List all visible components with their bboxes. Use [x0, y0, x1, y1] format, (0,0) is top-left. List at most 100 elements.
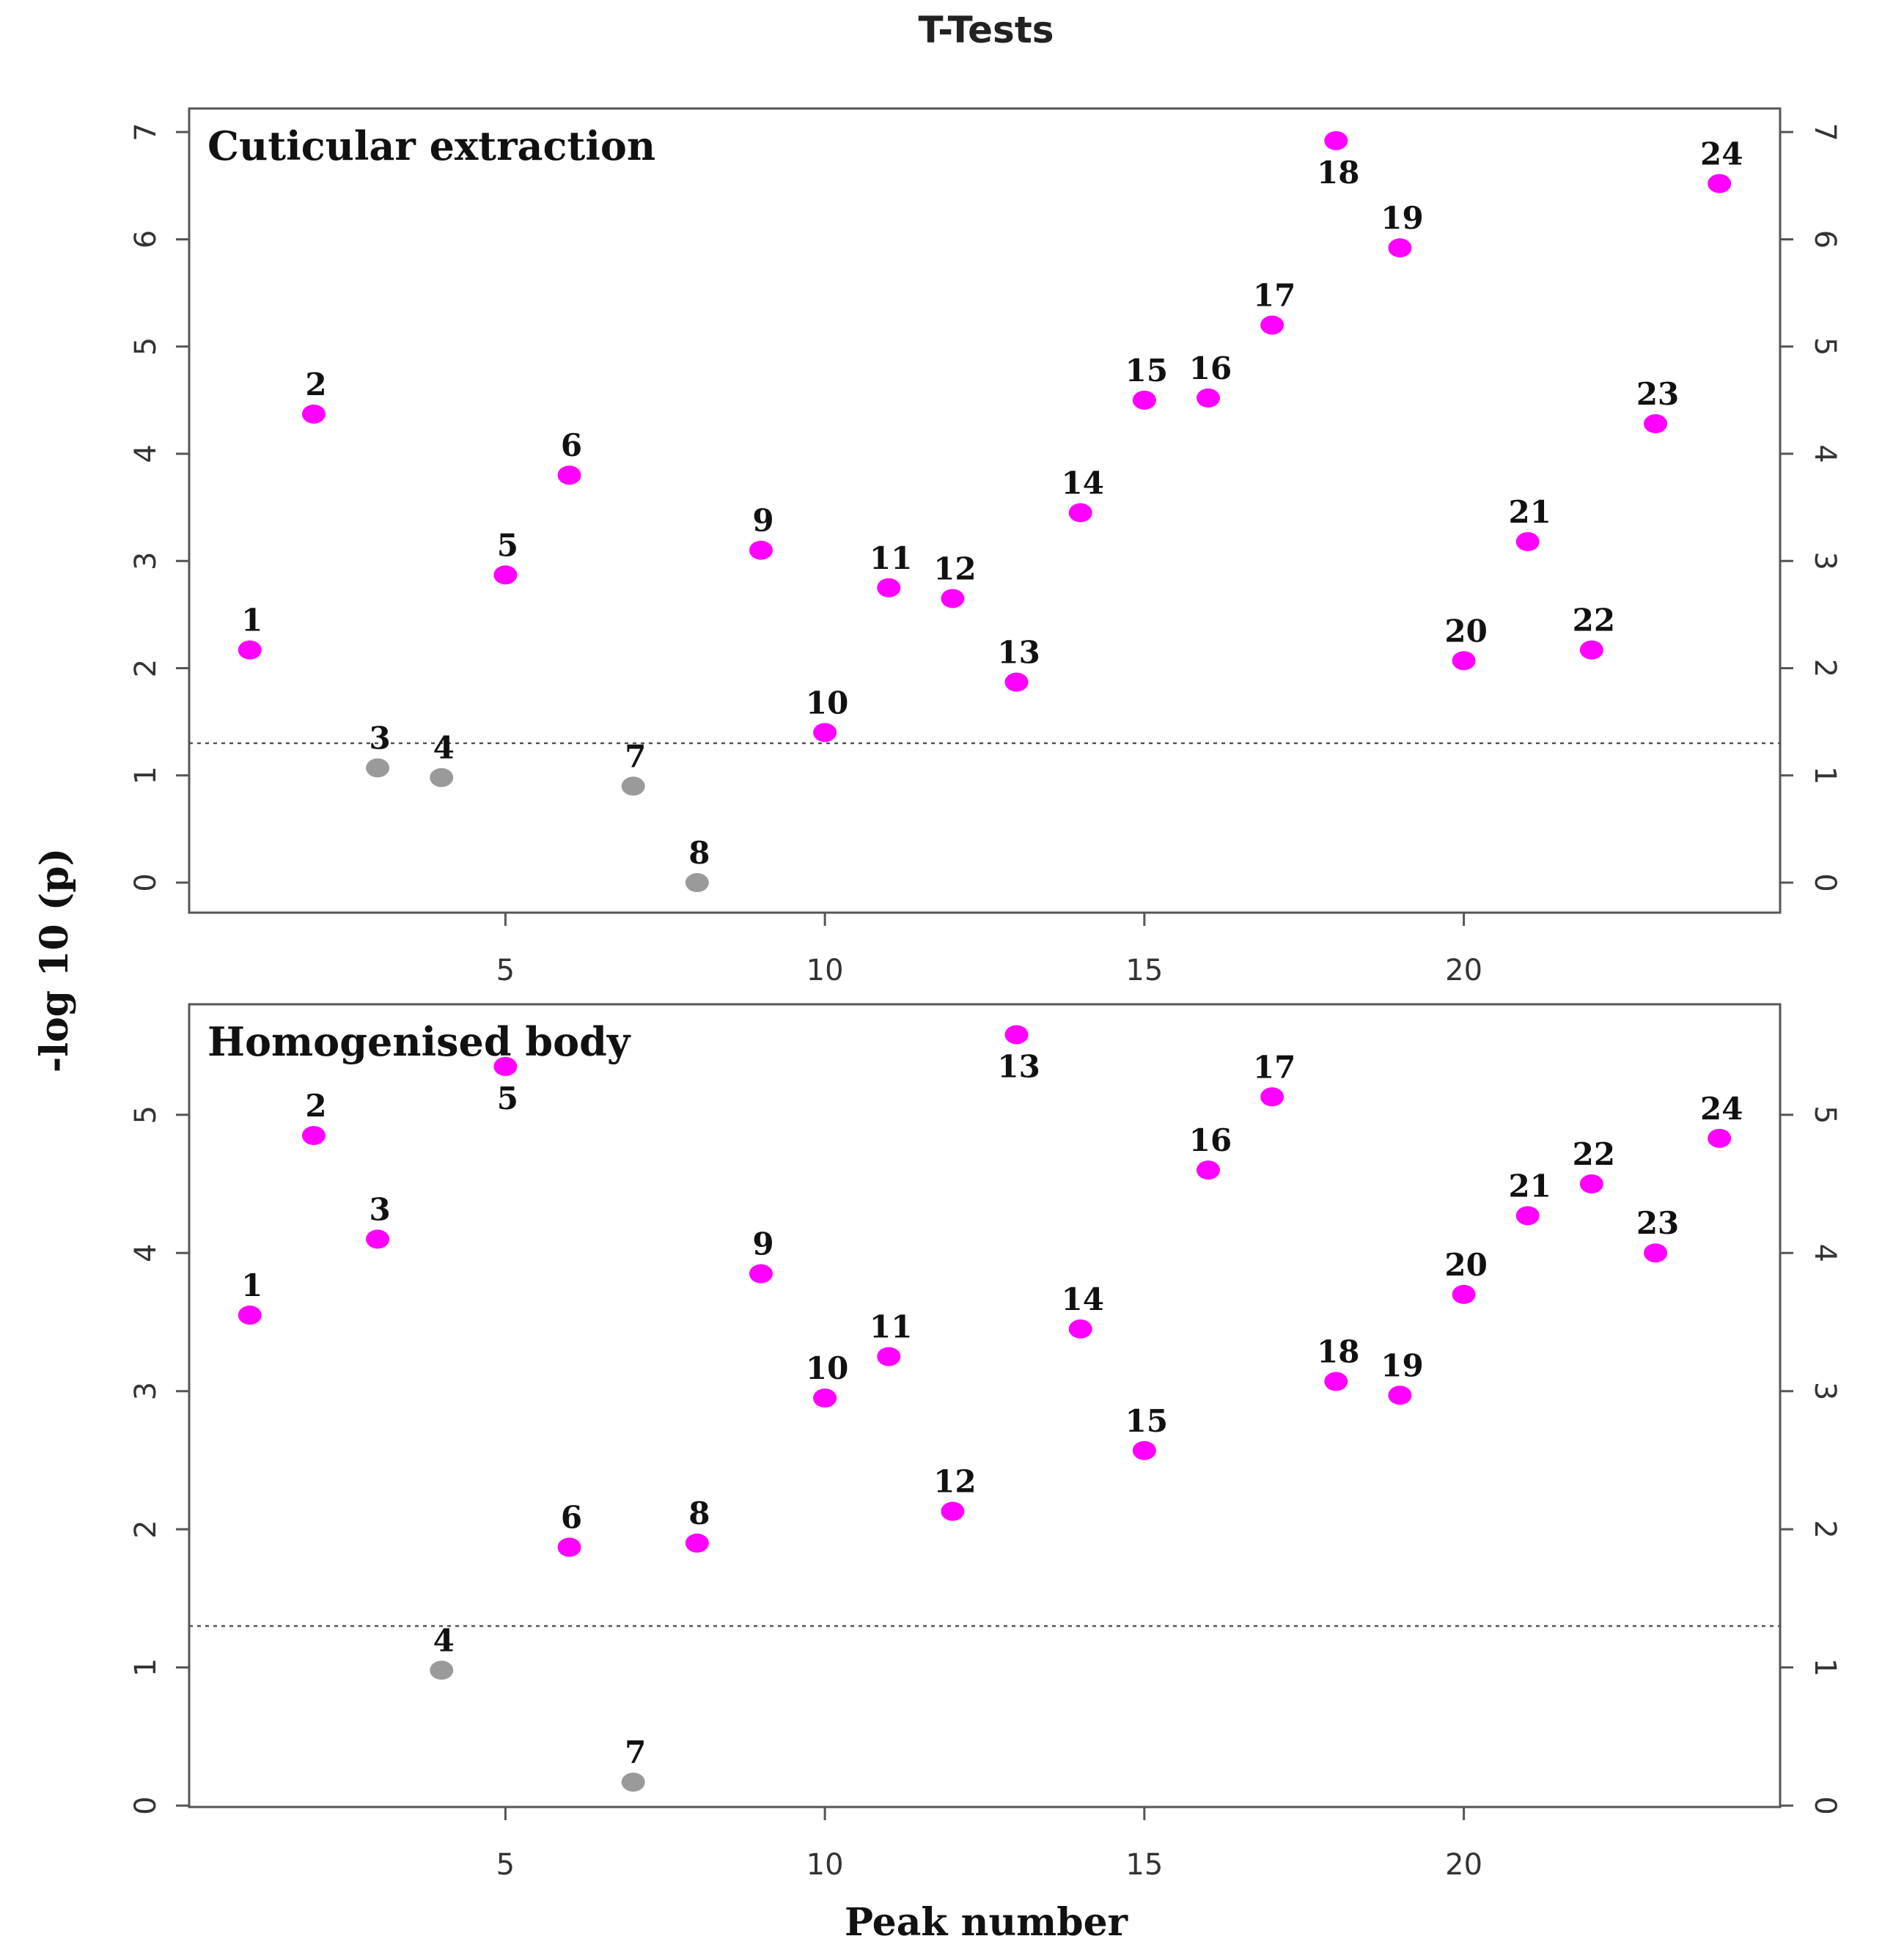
y-tick-label-right: 1 — [1808, 1658, 1842, 1677]
data-point-peak-9 — [749, 1264, 773, 1284]
y-tick-label-left: 1 — [129, 766, 163, 784]
data-point-peak-16 — [1197, 388, 1221, 408]
point-label-peak-21: 21 — [1509, 494, 1551, 530]
point-label-peak-14: 14 — [1061, 465, 1103, 501]
data-point-peak-20 — [1452, 1284, 1476, 1304]
point-label-peak-4: 4 — [433, 730, 455, 766]
point-label-peak-10: 10 — [806, 1350, 848, 1386]
point-label-peak-23: 23 — [1636, 376, 1679, 412]
y-tick-label-left: 0 — [129, 873, 163, 891]
point-label-peak-11: 11 — [870, 540, 912, 576]
point-label-peak-2: 2 — [305, 367, 326, 402]
point-label-peak-16: 16 — [1189, 350, 1232, 386]
x-tick-label: 15 — [1125, 954, 1163, 987]
point-label-peak-1: 1 — [241, 603, 262, 638]
point-label-peak-8: 8 — [688, 835, 710, 871]
data-point-peak-24 — [1708, 1128, 1732, 1148]
point-label-peak-9: 9 — [752, 1226, 773, 1262]
x-tick-label: 10 — [806, 1848, 844, 1882]
chart-title: T-Tests — [919, 9, 1054, 51]
y-tick-label-right: 3 — [1808, 552, 1842, 570]
y-tick-label-left: 4 — [129, 1244, 163, 1262]
point-label-peak-19: 19 — [1381, 1347, 1423, 1383]
point-label-peak-13: 13 — [997, 635, 1040, 671]
data-point-peak-22 — [1579, 1174, 1603, 1194]
data-point-peak-14 — [1068, 1319, 1092, 1339]
data-point-peak-21 — [1515, 531, 1540, 551]
data-point-peak-13 — [1004, 672, 1029, 692]
data-point-peak-15 — [1132, 390, 1156, 410]
data-point-peak-16 — [1197, 1160, 1221, 1180]
point-label-peak-9: 9 — [752, 503, 773, 539]
data-point-peak-19 — [1388, 238, 1412, 258]
y-tick-label-left: 0 — [129, 1796, 163, 1814]
x-tick-label: 20 — [1445, 954, 1482, 987]
point-label-peak-18: 18 — [1317, 155, 1359, 191]
y-tick-label-right: 4 — [1808, 1244, 1842, 1262]
data-point-peak-4 — [430, 1660, 454, 1680]
y-tick-label-left: 5 — [129, 1105, 163, 1124]
data-point-peak-20 — [1452, 651, 1476, 671]
data-point-peak-1 — [238, 1306, 262, 1325]
point-label-peak-6: 6 — [561, 427, 582, 463]
data-point-peak-10 — [813, 723, 837, 743]
point-label-peak-17: 17 — [1253, 1049, 1295, 1085]
data-point-peak-9 — [749, 540, 773, 560]
point-label-peak-5: 5 — [497, 527, 518, 563]
data-point-peak-11 — [877, 1347, 901, 1366]
data-point-peak-7 — [621, 776, 645, 796]
point-label-peak-3: 3 — [369, 721, 390, 757]
data-point-peak-1 — [238, 640, 262, 660]
data-point-peak-18 — [1324, 130, 1348, 150]
plot-frame — [188, 107, 1782, 914]
y-axis-label: -log 10 (p) — [32, 848, 77, 1073]
x-tick-label: 15 — [1125, 1848, 1163, 1882]
point-label-peak-21: 21 — [1509, 1168, 1551, 1204]
point-label-peak-2: 2 — [305, 1088, 326, 1124]
point-label-peak-15: 15 — [1125, 1403, 1168, 1439]
point-label-peak-19: 19 — [1381, 200, 1423, 236]
point-label-peak-20: 20 — [1444, 1247, 1487, 1283]
point-label-peak-18: 18 — [1317, 1334, 1359, 1370]
data-point-peak-6 — [557, 1537, 581, 1557]
data-point-peak-15 — [1132, 1440, 1156, 1460]
data-point-peak-12 — [941, 1501, 965, 1521]
point-label-peak-14: 14 — [1061, 1281, 1103, 1317]
data-point-peak-22 — [1579, 640, 1603, 660]
data-point-peak-2 — [301, 1126, 326, 1146]
data-point-peak-23 — [1644, 1243, 1668, 1263]
y-tick-label-right: 5 — [1808, 1105, 1842, 1124]
point-label-peak-3: 3 — [369, 1191, 390, 1227]
point-label-peak-6: 6 — [561, 1500, 582, 1536]
data-point-peak-12 — [941, 589, 965, 608]
data-point-peak-4 — [430, 768, 454, 787]
point-label-peak-5: 5 — [497, 1081, 518, 1116]
data-point-peak-17 — [1260, 315, 1284, 335]
x-tick-label: 5 — [496, 954, 515, 987]
panel-title: Homogenised body — [207, 1018, 631, 1065]
x-tick-label: 20 — [1445, 1848, 1482, 1882]
data-point-peak-6 — [557, 465, 581, 485]
y-tick-label-left: 2 — [129, 659, 163, 677]
y-tick-label-right: 5 — [1808, 337, 1842, 356]
data-point-peak-10 — [813, 1388, 837, 1408]
point-label-peak-12: 12 — [933, 1464, 976, 1500]
y-tick-label-left: 2 — [129, 1520, 163, 1538]
point-label-peak-7: 7 — [625, 1734, 646, 1770]
data-point-peak-13 — [1004, 1025, 1029, 1045]
x-tick-label: 5 — [496, 1848, 515, 1882]
point-label-peak-24: 24 — [1700, 1091, 1743, 1127]
y-tick-label-left: 3 — [129, 1382, 163, 1400]
y-tick-label-right: 0 — [1808, 1796, 1842, 1814]
y-tick-label-right: 4 — [1808, 444, 1842, 463]
data-point-peak-5 — [493, 1056, 518, 1076]
data-point-peak-11 — [877, 578, 901, 597]
y-tick-label-right: 3 — [1808, 1382, 1842, 1400]
point-label-peak-22: 22 — [1573, 1136, 1615, 1172]
data-point-peak-18 — [1324, 1372, 1348, 1391]
data-point-peak-23 — [1644, 414, 1668, 434]
y-tick-label-left: 6 — [129, 230, 163, 249]
data-point-peak-3 — [366, 758, 390, 778]
